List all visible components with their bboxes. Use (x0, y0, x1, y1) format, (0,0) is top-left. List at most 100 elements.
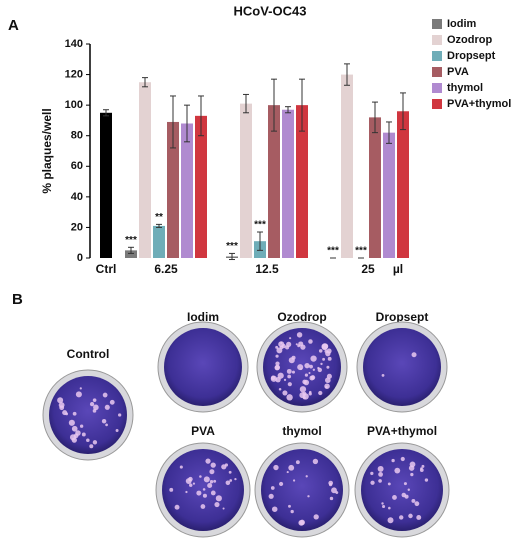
plaque (287, 382, 292, 387)
significance-label: *** (327, 246, 339, 257)
plaque (57, 397, 64, 404)
plaque (185, 490, 188, 494)
plaque (207, 482, 213, 489)
plate (256, 321, 348, 413)
plaque (104, 404, 110, 410)
plaque (310, 375, 316, 380)
y-tick-label: 0 (77, 252, 83, 264)
legend-swatch (432, 19, 442, 29)
plaque (392, 495, 397, 500)
plaque (377, 465, 384, 472)
plaque (329, 496, 334, 501)
plaque (302, 393, 309, 400)
plate-label: Dropsept (376, 310, 429, 324)
bar (125, 250, 137, 258)
y-tick-label: 100 (65, 99, 83, 111)
plaque (286, 341, 292, 347)
error-bar (344, 63, 350, 86)
plaque (200, 504, 206, 509)
error-bar (198, 95, 204, 137)
y-axis-label: % plaques/well (40, 108, 54, 193)
plaque (89, 402, 95, 407)
error-bar (386, 121, 392, 144)
bar (282, 109, 294, 258)
plaque (394, 467, 401, 474)
plaque (288, 357, 295, 364)
legend-label: PVA+thymol (447, 98, 511, 110)
plaque (229, 479, 233, 482)
error-bar (142, 77, 148, 88)
plaque (199, 475, 202, 478)
legend-label: Iodim (447, 18, 477, 30)
plaque (421, 464, 425, 468)
plaque (192, 482, 196, 485)
plaque (222, 507, 225, 510)
plaque (388, 506, 391, 510)
plaque (291, 370, 295, 374)
plaque (403, 482, 407, 486)
plaque (300, 344, 306, 350)
plaque (214, 501, 220, 508)
legend-swatch (432, 83, 442, 93)
plate-label: PVA+thymol (367, 424, 437, 438)
plaque (275, 345, 279, 349)
plaque (303, 379, 310, 386)
error-bar (184, 104, 190, 143)
bar (153, 225, 165, 258)
plaque (326, 365, 330, 369)
plaque (295, 460, 300, 465)
plaque (304, 373, 309, 377)
plaque (416, 515, 422, 520)
plaque (381, 502, 384, 505)
plaque (274, 365, 280, 371)
plaque (308, 392, 312, 396)
bar (139, 82, 151, 258)
legend-label: PVA (447, 66, 469, 78)
bar (383, 132, 395, 258)
plate-well (49, 376, 127, 454)
plaque (404, 494, 409, 499)
plaque (318, 390, 323, 396)
plaque (92, 398, 97, 402)
plaque (188, 476, 193, 482)
plaque (391, 458, 395, 463)
panel-label: A (8, 17, 19, 34)
plaque (299, 386, 307, 393)
plaque (273, 464, 279, 471)
x-tick-label: 6.25 (154, 262, 178, 276)
legend-label: Ozodrop (447, 34, 492, 46)
bar (341, 74, 353, 258)
x-tick-label: Ctrl (96, 262, 117, 276)
plaque (398, 515, 404, 520)
plaque (322, 357, 326, 361)
plaque (115, 428, 119, 432)
plaque (414, 501, 420, 507)
plaque (324, 383, 330, 389)
plaque (92, 440, 98, 445)
plaque (174, 504, 180, 510)
error-bar (128, 246, 134, 254)
plaque (409, 461, 416, 468)
plaque (408, 513, 413, 519)
plaque (378, 471, 383, 477)
significance-label: *** (226, 241, 238, 252)
plaque (105, 423, 108, 427)
error-bar (170, 95, 176, 149)
plaque (287, 374, 292, 379)
significance-label: *** (355, 246, 367, 257)
x-tick-label: 12.5 (255, 262, 279, 276)
error-bar (156, 223, 162, 228)
plate-label: Iodim (187, 310, 219, 324)
plaque (387, 482, 391, 486)
panel-label: B (12, 291, 23, 308)
plaque (169, 487, 174, 492)
plaque (305, 475, 308, 478)
plate (157, 321, 249, 413)
plaque (286, 394, 293, 401)
plaque (410, 472, 414, 477)
plaque (327, 356, 332, 361)
bar (195, 115, 207, 258)
plaque (300, 367, 303, 370)
error-bar (257, 231, 263, 251)
